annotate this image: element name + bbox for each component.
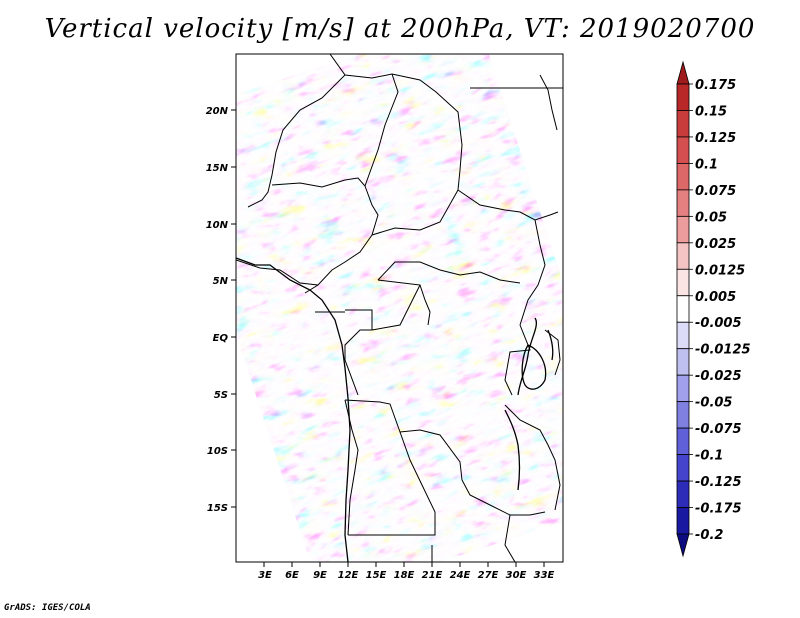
colorbar-label: 0.075: [695, 184, 736, 199]
colorbar-label: 0.1: [695, 157, 718, 172]
colorbar-top-arrow: [676, 60, 690, 85]
colorbar-segment: [676, 268, 690, 297]
colorbar-label: -0.025: [695, 369, 742, 384]
colorbar-segment: [676, 136, 690, 164]
colorbar-segment: [676, 427, 690, 455]
map-frame: [235, 53, 564, 563]
colorbar-label: -0.005: [695, 316, 742, 331]
colorbar-label: 0.05: [695, 210, 727, 225]
lon-label-21e: 21E: [422, 570, 443, 581]
map-title: Vertical velocity [m/s] at 200hPa, VT: 2…: [44, 14, 756, 44]
colorbar-label: 0.15: [695, 104, 727, 119]
velocity-field: [236, 54, 563, 562]
lat-label-15s: 15S: [207, 503, 228, 514]
lat-label-15n: 15N: [206, 163, 229, 174]
colorbar-label: -0.05: [695, 396, 732, 411]
lon-label-18e: 18E: [394, 570, 415, 581]
lon-label-30e: 30E: [506, 570, 527, 581]
colorbar-segment: [676, 321, 690, 350]
colorbar-label: -0.2: [695, 528, 723, 543]
colorbar-label: 0.125: [695, 131, 736, 146]
colorbar-label: -0.1: [695, 449, 723, 464]
lat-label-10n: 10N: [206, 220, 229, 231]
colorbar-segment: [676, 295, 690, 323]
lon-label-24e: 24E: [450, 570, 471, 581]
colorbar: 0.175 0.15 0.125 0.1 0.075 0.05 0.025 0.0125 0.0…: [676, 60, 751, 558]
coastline: [236, 257, 554, 562]
colorbar-label: 0.025: [695, 237, 736, 252]
lat-label-20n: 20N: [206, 106, 229, 117]
colorbar-segment: [676, 189, 690, 217]
colorbar-segment: [676, 242, 690, 270]
lat-label-5n: 5N: [213, 276, 229, 287]
lon-label-33e: 33E: [534, 570, 555, 581]
latitude-axis: 20N 15N 10N 5N EQ 5S 10S 15S: [206, 106, 236, 514]
colorbar-segment: [676, 507, 690, 535]
lat-label-10s: 10S: [207, 446, 228, 457]
grads-credit: GrADS: IGES/COLA: [4, 603, 91, 613]
colorbar-segment: [676, 163, 690, 191]
colorbar-segment: [676, 83, 690, 111]
colorbar-segment: [676, 454, 690, 482]
lon-label-6e: 6E: [285, 570, 299, 581]
lon-label-3e: 3E: [258, 570, 272, 581]
lon-label-12e: 12E: [338, 570, 359, 581]
longitude-axis: 3E 6E 9E 12E 15E 18E 21E 24E 27E 30E 33E: [258, 562, 555, 581]
colorbar-label: 0.0125: [695, 263, 745, 278]
colorbar-segment: [676, 374, 690, 403]
colorbar-label: -0.175: [695, 502, 742, 517]
lat-label-5s: 5S: [214, 390, 228, 401]
country-borders: [236, 54, 563, 562]
lon-label-27e: 27E: [478, 570, 499, 581]
colorbar-label: 0.005: [695, 290, 736, 305]
colorbar-label: -0.0125: [695, 343, 751, 358]
colorbar-segment: [676, 215, 690, 244]
colorbar-segment: [676, 348, 690, 376]
colorbar-label: -0.125: [695, 475, 742, 490]
lat-label-eq: EQ: [213, 333, 229, 344]
colorbar-segment: [676, 401, 690, 429]
colorbar-segment: [676, 480, 690, 508]
colorbar-label: 0.175: [695, 78, 736, 93]
colorbar-bottom-arrow: [676, 533, 690, 558]
colorbar-segment: [676, 110, 690, 138]
lon-label-9e: 9E: [313, 570, 327, 581]
colorbar-label: -0.075: [695, 422, 742, 437]
lon-label-15e: 15E: [366, 570, 387, 581]
